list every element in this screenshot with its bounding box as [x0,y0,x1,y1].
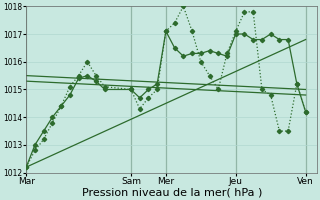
X-axis label: Pression niveau de la mer( hPa ): Pression niveau de la mer( hPa ) [82,187,262,197]
